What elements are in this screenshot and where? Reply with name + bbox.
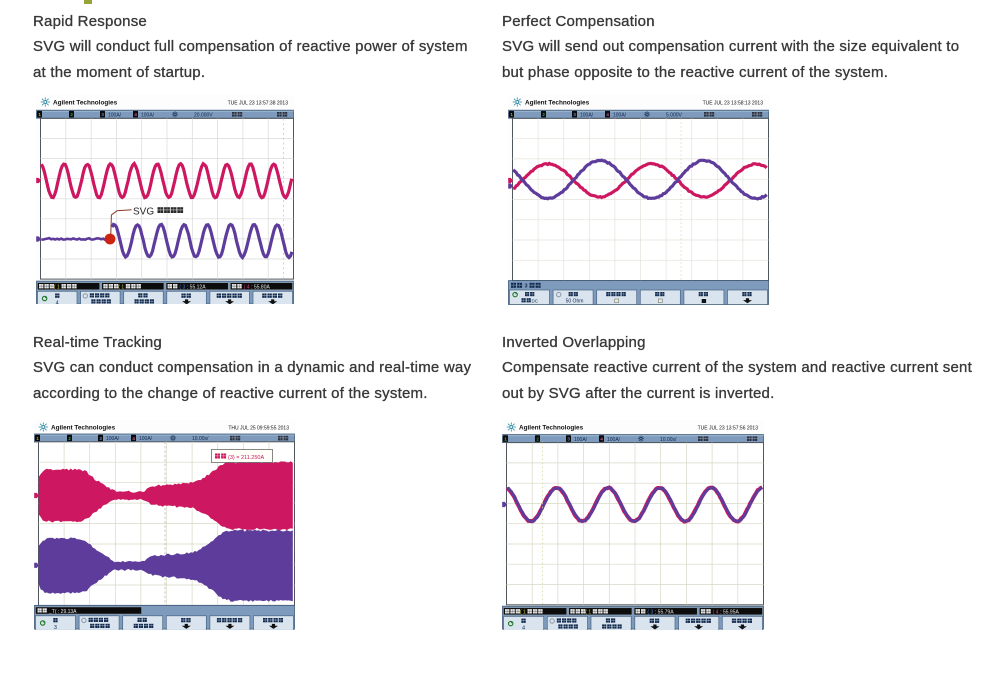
svg-text:2: 2 bbox=[68, 436, 71, 441]
svg-text:( 1: ( 1 bbox=[585, 610, 591, 616]
svg-text:2: 2 bbox=[70, 112, 73, 117]
svg-text:THU JUL 25 09:59:55 2013: THU JUL 25 09:59:55 2013 bbox=[228, 425, 289, 431]
svg-text:TUE JUL 23 13:58:13 2013: TUE JUL 23 13:58:13 2013 bbox=[703, 100, 764, 106]
svg-text:100A/: 100A/ bbox=[141, 112, 155, 118]
svg-text:( 1: ( 1 bbox=[54, 285, 60, 291]
svg-text:4: 4 bbox=[132, 436, 135, 441]
svg-text:( 4: ( 4 bbox=[713, 610, 719, 616]
svg-text:Agilent Technologies: Agilent Technologies bbox=[53, 100, 118, 107]
svg-text:( 1: ( 1 bbox=[520, 610, 526, 616]
svg-text:1: 1 bbox=[504, 437, 507, 442]
svg-text:10.00s/: 10.00s/ bbox=[192, 436, 209, 442]
svg-text:3: 3 bbox=[567, 437, 570, 442]
svg-text:4: 4 bbox=[600, 437, 603, 442]
svg-text:: 55.79A: : 55.79A bbox=[655, 610, 674, 616]
svg-text:3: 3 bbox=[573, 112, 576, 117]
svg-text:Agilent Technologies: Agilent Technologies bbox=[519, 425, 584, 432]
svg-text:20.000V: 20.000V bbox=[194, 112, 213, 118]
svg-text:( 3: ( 3 bbox=[647, 610, 653, 616]
svg-text:: 55.80A: : 55.80A bbox=[251, 285, 270, 291]
svg-text:3: 3 bbox=[101, 112, 104, 117]
svg-text:TUE JUL 23 13:57:56 2013: TUE JUL 23 13:57:56 2013 bbox=[698, 425, 759, 431]
svg-text:1: 1 bbox=[36, 436, 39, 441]
svg-text:4: 4 bbox=[56, 301, 59, 305]
svg-text:TUE JUL 23 13:57:38 2013: TUE JUL 23 13:57:38 2013 bbox=[228, 100, 289, 106]
svg-text:3: 3 bbox=[99, 436, 102, 441]
svg-text:Agilent Technologies: Agilent Technologies bbox=[51, 425, 116, 432]
svg-text:SVG: SVG bbox=[133, 206, 154, 217]
svg-text:3: 3 bbox=[525, 283, 528, 289]
svg-text:2: 2 bbox=[536, 437, 539, 442]
svg-text:: 55.12A: : 55.12A bbox=[187, 285, 206, 291]
svg-text:4: 4 bbox=[522, 626, 525, 630]
svg-text:DC: DC bbox=[532, 299, 539, 304]
svg-text:10.00s/: 10.00s/ bbox=[660, 437, 677, 443]
svg-text:( 1: ( 1 bbox=[118, 285, 124, 291]
svg-text:Agilent Technologies: Agilent Technologies bbox=[525, 100, 590, 107]
svg-text:4: 4 bbox=[606, 112, 609, 117]
svg-text:(3) = 211.250A: (3) = 211.250A bbox=[228, 455, 264, 461]
svg-text:4: 4 bbox=[134, 112, 137, 117]
svg-text:100A/: 100A/ bbox=[607, 437, 621, 443]
svg-text:100A/: 100A/ bbox=[613, 112, 627, 118]
svg-text:: 55.95A: : 55.95A bbox=[720, 610, 739, 616]
svg-text:100A/: 100A/ bbox=[574, 437, 588, 443]
svg-text:1: 1 bbox=[38, 112, 41, 117]
svg-text:( 3: ( 3 bbox=[179, 285, 185, 291]
svg-text:3: 3 bbox=[54, 625, 57, 630]
svg-text:50 Ohm: 50 Ohm bbox=[566, 299, 584, 305]
svg-text:_T( : 29.13A: _T( : 29.13A bbox=[48, 609, 77, 615]
svg-text:( 4: ( 4 bbox=[244, 285, 250, 291]
svg-text:2: 2 bbox=[542, 112, 545, 117]
svg-text:100A/: 100A/ bbox=[580, 112, 594, 118]
svg-text:100A/: 100A/ bbox=[106, 436, 120, 442]
svg-text:100A/: 100A/ bbox=[139, 436, 153, 442]
svg-text:5.000V: 5.000V bbox=[666, 112, 683, 118]
svg-text:100A/: 100A/ bbox=[108, 112, 122, 118]
svg-text:1: 1 bbox=[510, 112, 513, 117]
